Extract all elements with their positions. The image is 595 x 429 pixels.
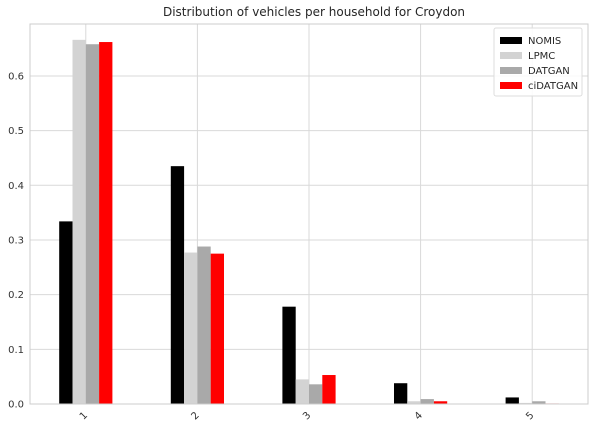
legend-box <box>493 27 583 97</box>
y-tick-label: 0.5 <box>8 126 24 137</box>
bar-nomis-4 <box>394 383 408 404</box>
bar-cidatgan-1 <box>99 42 113 405</box>
legend-label-nomis: NOMIS <box>528 36 561 47</box>
bar-cidatgan-2 <box>210 253 224 404</box>
bar-datgan-2 <box>197 246 211 404</box>
legend-swatch-datgan <box>500 67 522 74</box>
bar-nomis-5 <box>505 397 519 404</box>
bar-datgan-4 <box>420 399 434 404</box>
legend-label-datgan: DATGAN <box>528 66 570 77</box>
bar-lpmc-3 <box>295 379 309 404</box>
bar-cidatgan-3 <box>322 375 336 404</box>
y-tick-label: 0.2 <box>8 290 24 301</box>
bar-lpmc-5 <box>518 402 533 404</box>
legend-label-cidatgan: ciDATGAN <box>528 81 578 92</box>
bar-datgan-1 <box>85 44 100 404</box>
bar-datgan-3 <box>309 384 323 404</box>
plot-frame <box>29 23 589 405</box>
y-tick-label: 0.6 <box>8 71 24 82</box>
bar-nomis-2 <box>170 166 185 404</box>
bars <box>59 39 559 405</box>
bar-datgan-5 <box>532 401 546 404</box>
y-tick-label: 0.1 <box>8 345 24 356</box>
legend-label-lpmc: LPMC <box>528 51 555 62</box>
y-tick-label: 0.0 <box>8 400 24 411</box>
chart-title: Distribution of vehicles per household f… <box>163 5 465 19</box>
y-tick-label: 0.3 <box>8 235 24 246</box>
legend-swatch-lpmc <box>500 52 522 59</box>
bar-cidatgan-4 <box>433 401 448 404</box>
bar-lpmc-4 <box>407 401 421 404</box>
legend: NOMIS LPMC DATGAN ciDATGAN <box>493 27 583 97</box>
y-tick-label: 0.4 <box>8 181 24 192</box>
bar-lpmc-1 <box>72 39 86 405</box>
legend-swatch-cidatgan <box>500 82 522 89</box>
bar-lpmc-2 <box>184 252 198 404</box>
legend-swatch-nomis <box>500 37 522 44</box>
bar-nomis-1 <box>59 221 73 404</box>
bar-nomis-3 <box>282 306 296 404</box>
